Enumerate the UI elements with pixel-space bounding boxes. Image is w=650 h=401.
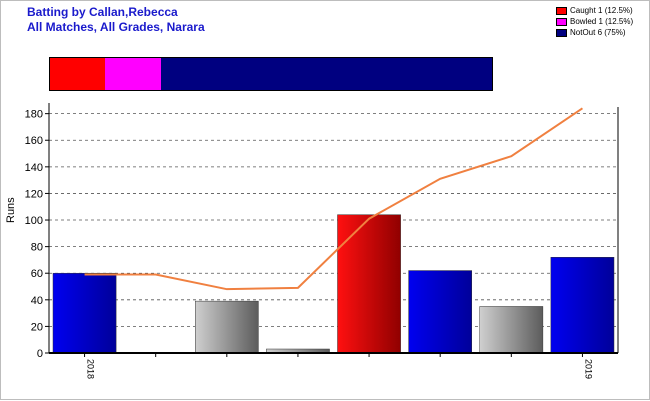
cumulative-runs-line	[84, 107, 583, 291]
dismissal-segment-bowled	[105, 58, 161, 90]
chart-title: Batting by Callan,Rebecca	[27, 5, 178, 19]
y-tick-label: 20	[31, 321, 43, 333]
bar-innings-5	[337, 214, 401, 354]
legend: Caught 1 (12.5%) Bowled 1 (12.5%) NotOut…	[556, 5, 646, 38]
y-tick-label: 120	[25, 188, 43, 200]
dismissal-segment-notout	[160, 58, 492, 90]
legend-label-caught: Caught 1 (12.5%)	[570, 6, 633, 15]
dismissal-stacked-bar	[49, 57, 493, 91]
bar-innings-6	[408, 270, 472, 354]
legend-swatch-caught	[556, 6, 567, 15]
bar-innings-1	[52, 272, 117, 354]
y-tick-label: 40	[31, 295, 43, 307]
y-tick-label: 60	[31, 268, 43, 280]
legend-label-notout: NotOut 6 (75%)	[570, 28, 626, 37]
y-tick-label: 80	[31, 242, 43, 254]
legend-swatch-bowled	[556, 17, 567, 26]
x-tick-label: 2019	[583, 359, 593, 379]
y-tick-label: 100	[25, 215, 43, 227]
bar-innings-7	[479, 306, 544, 354]
bar-innings-8	[550, 257, 615, 354]
legend-swatch-notout	[556, 28, 567, 37]
y-tick-label: 140	[25, 162, 43, 174]
legend-label-bowled: Bowled 1 (12.5%)	[570, 17, 634, 26]
y-tick-label: 160	[25, 135, 43, 147]
chart-subtitle: All Matches, All Grades, Narara	[27, 20, 205, 34]
legend-item-notout: NotOut 6 (75%)	[556, 27, 646, 38]
x-tick-label: 2018	[86, 359, 96, 379]
y-tick-label: 180	[25, 109, 43, 121]
bar-innings-3	[195, 300, 259, 354]
y-tick-label: 0	[37, 348, 43, 360]
legend-item-bowled: Bowled 1 (12.5%)	[556, 16, 646, 27]
legend-item-caught: Caught 1 (12.5%)	[556, 5, 646, 16]
dismissal-segment-caught	[50, 58, 106, 90]
